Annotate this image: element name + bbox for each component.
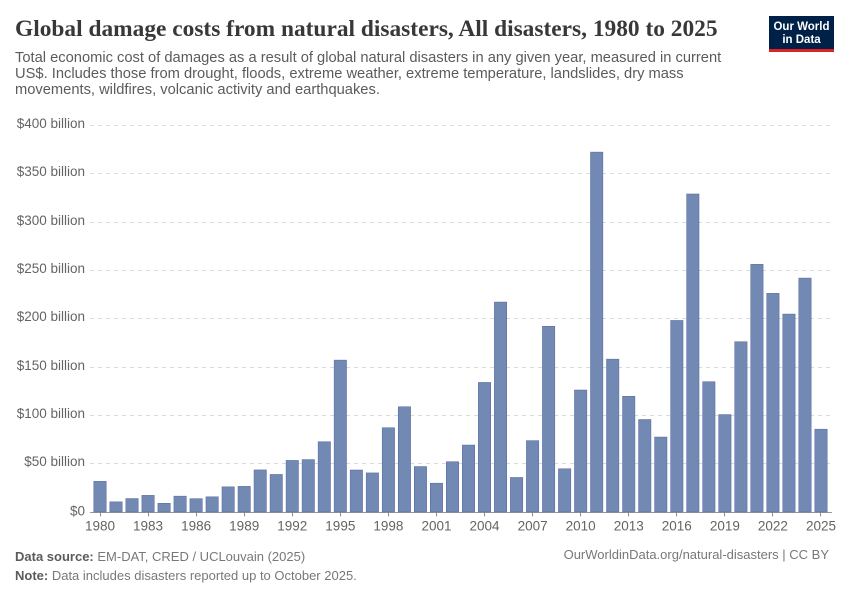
svg-text:1989: 1989 (229, 519, 259, 534)
svg-text:$200 billion: $200 billion (17, 309, 85, 324)
svg-text:$50 billion: $50 billion (24, 454, 85, 469)
svg-text:2019: 2019 (710, 519, 740, 534)
svg-text:$100 billion: $100 billion (17, 406, 85, 421)
svg-text:$250 billion: $250 billion (17, 261, 85, 276)
svg-text:2016: 2016 (662, 519, 692, 534)
svg-text:1983: 1983 (133, 519, 163, 534)
svg-text:$150 billion: $150 billion (17, 358, 85, 373)
svg-text:1986: 1986 (181, 519, 211, 534)
svg-text:2025: 2025 (806, 519, 836, 534)
svg-text:$300 billion: $300 billion (17, 213, 85, 228)
svg-text:$350 billion: $350 billion (17, 164, 85, 179)
svg-text:$400 billion: $400 billion (17, 116, 85, 131)
svg-text:$0: $0 (70, 504, 85, 519)
svg-text:1995: 1995 (325, 519, 355, 534)
svg-text:2001: 2001 (421, 519, 451, 534)
svg-text:2004: 2004 (470, 519, 501, 534)
svg-text:1992: 1992 (277, 519, 307, 534)
svg-text:2007: 2007 (518, 519, 548, 534)
svg-text:2010: 2010 (566, 519, 596, 534)
svg-text:2022: 2022 (758, 519, 788, 534)
svg-text:1980: 1980 (85, 519, 115, 534)
svg-text:2013: 2013 (614, 519, 644, 534)
svg-text:1998: 1998 (373, 519, 403, 534)
